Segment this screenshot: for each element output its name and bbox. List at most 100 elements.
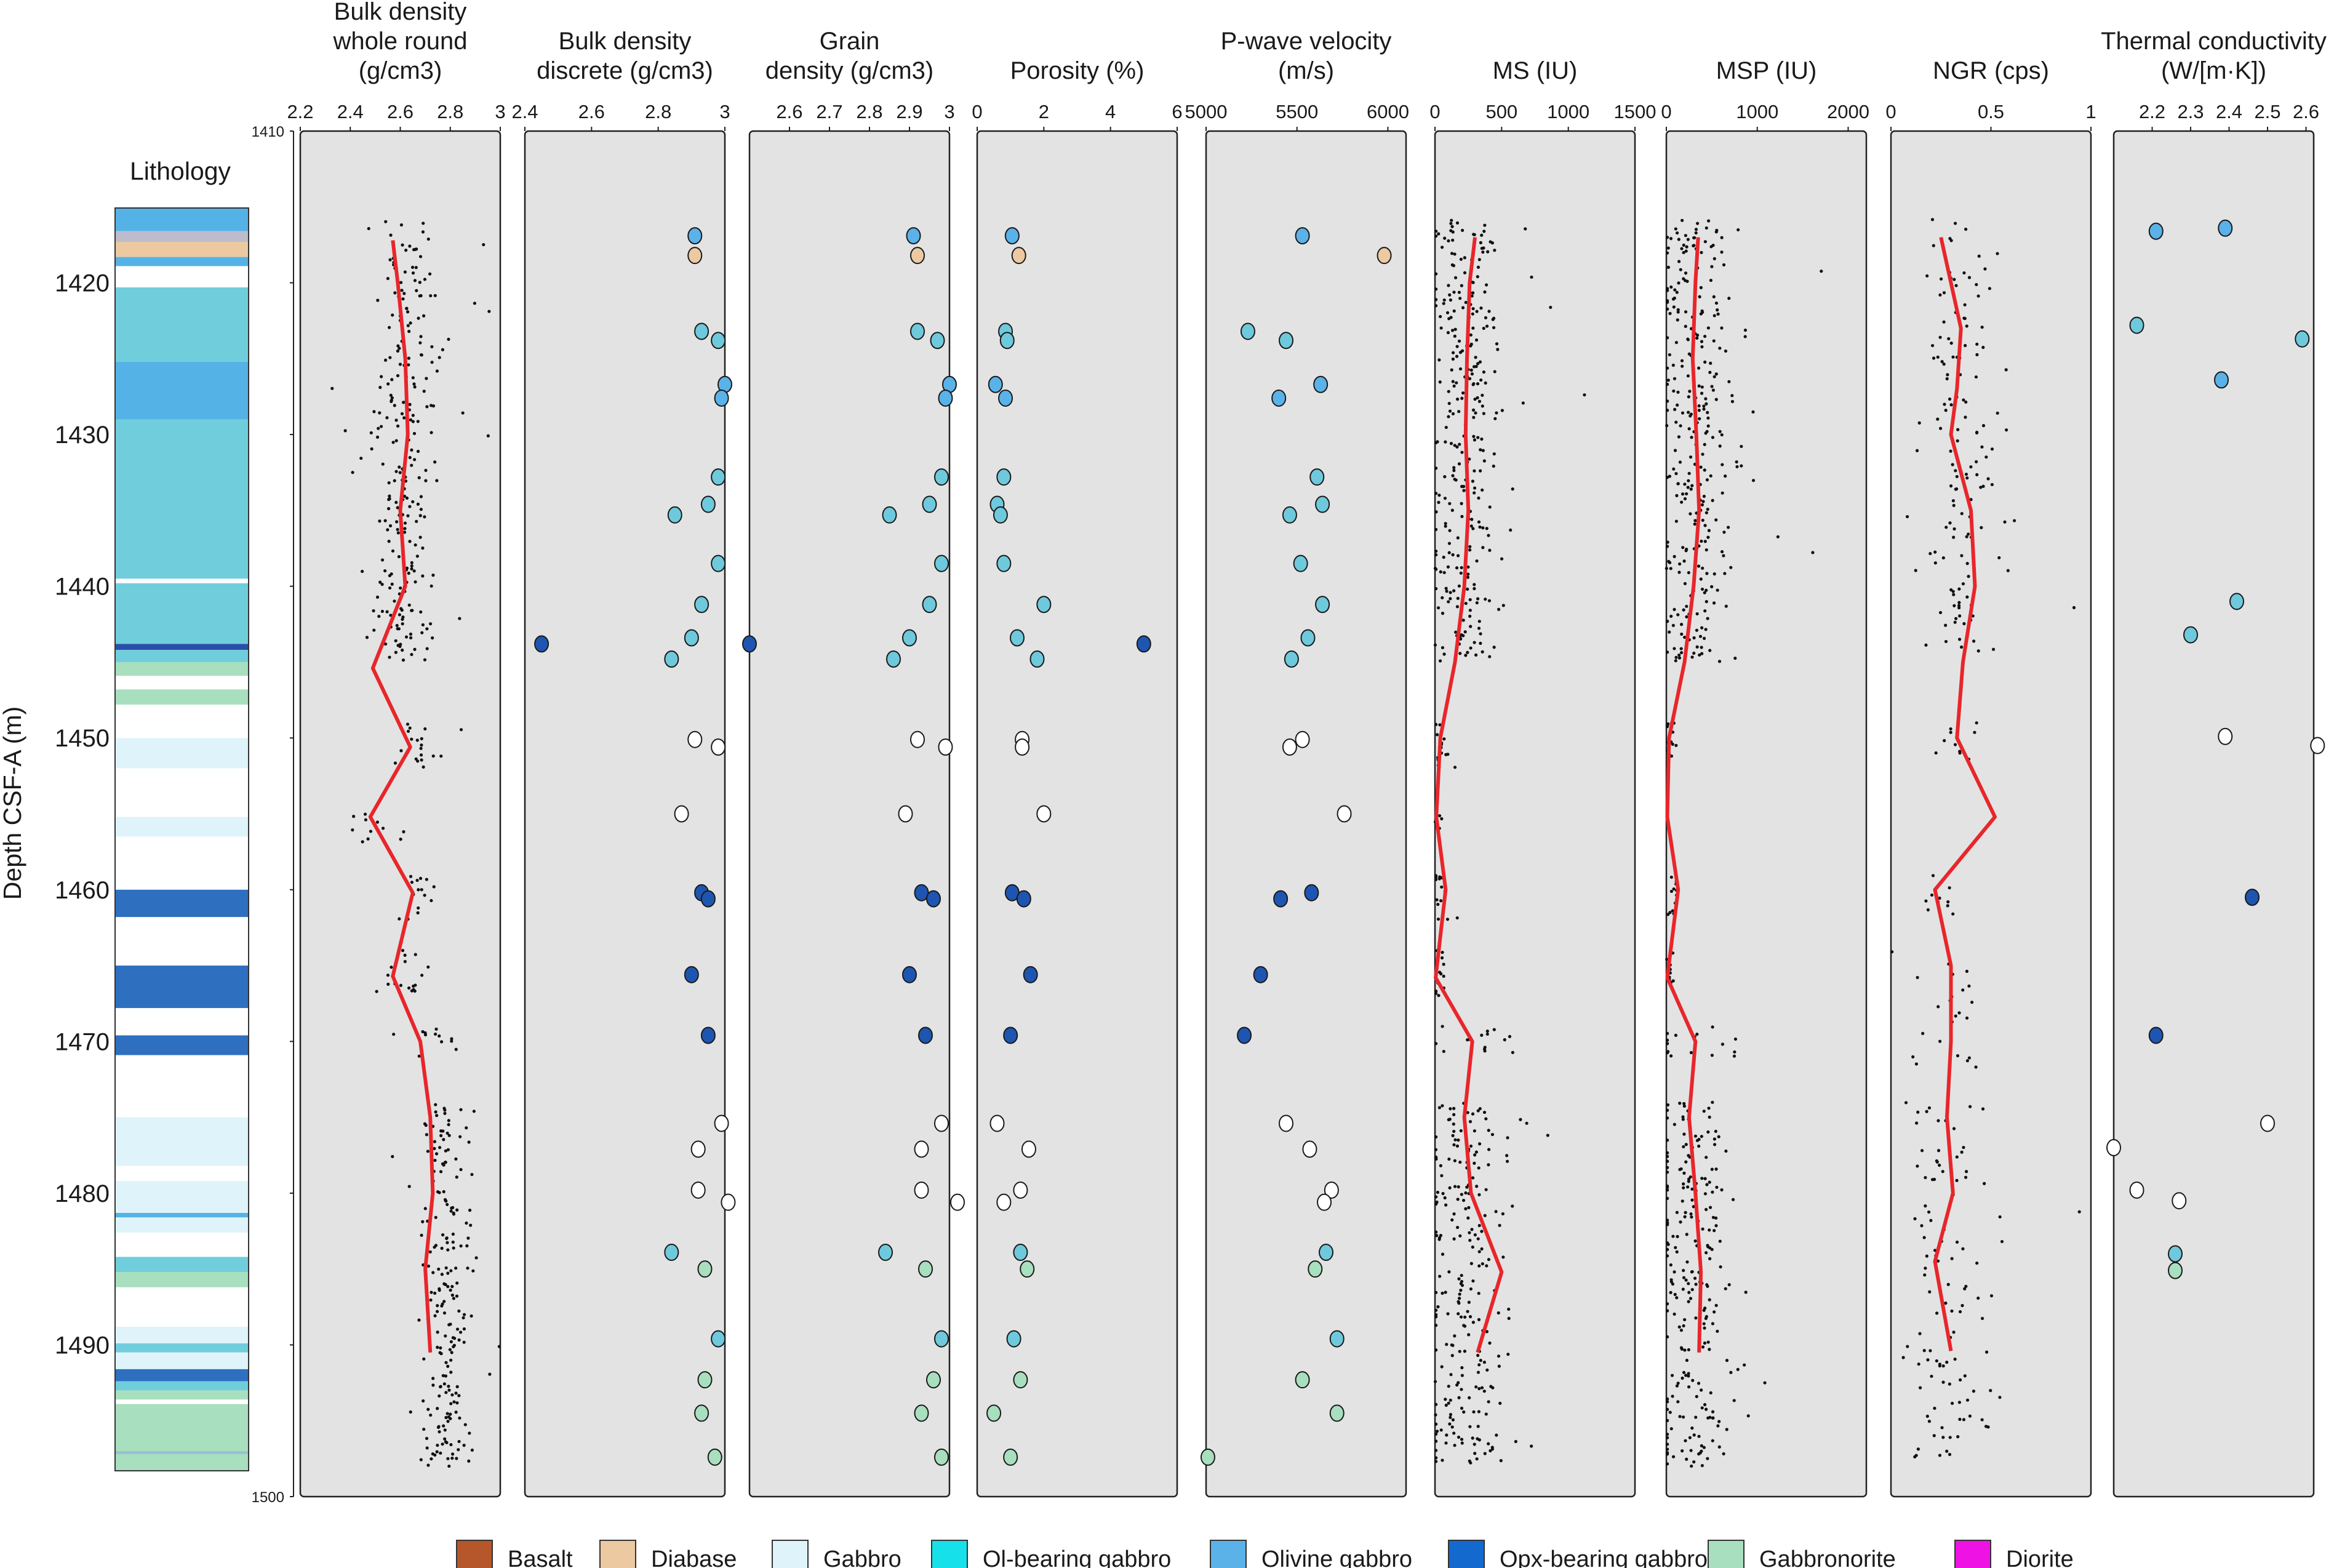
- core-dot: [1920, 1149, 1924, 1153]
- core-dot: [1998, 1396, 2002, 1399]
- core-dot: [1665, 424, 1669, 428]
- core-dot: [418, 341, 422, 345]
- core-dot: [459, 1167, 463, 1172]
- core-dot: [1924, 1204, 1927, 1208]
- core-dot: [1467, 1300, 1471, 1304]
- core-dot: [1675, 494, 1679, 497]
- core-dot: [433, 1453, 437, 1457]
- x-tick-label: 2.4: [2216, 101, 2242, 122]
- core-dot: [1918, 1386, 1922, 1390]
- core-dot: [1682, 1324, 1685, 1328]
- core-dot: [1711, 1410, 1715, 1414]
- core-dot: [1666, 540, 1669, 544]
- core-dot: [1669, 285, 1673, 289]
- core-dot: [399, 281, 403, 284]
- core-dot: [1716, 588, 1719, 592]
- core-dot: [1706, 1457, 1709, 1460]
- core-dot: [1445, 1433, 1449, 1437]
- core-dot: [1700, 345, 1704, 349]
- core-dot: [1666, 1397, 1669, 1401]
- sample-point: [1003, 1448, 1018, 1466]
- core-dot: [435, 1114, 439, 1118]
- core-dot: [446, 1241, 449, 1244]
- core-dot: [1706, 535, 1710, 539]
- x-tick-label: 2.2: [287, 101, 313, 122]
- core-dot: [1471, 1176, 1475, 1180]
- core-dot: [1675, 231, 1679, 235]
- core-dot: [1713, 1229, 1716, 1233]
- core-dot: [1683, 482, 1687, 486]
- core-dot: [1942, 362, 1946, 366]
- core-dot: [1943, 402, 1946, 406]
- core-dot: [1450, 508, 1454, 512]
- core-dot: [1953, 620, 1957, 624]
- core-dot: [401, 622, 404, 626]
- core-dot: [1708, 1115, 1711, 1119]
- core-dot: [1686, 1185, 1690, 1189]
- sample-point: [926, 890, 941, 908]
- core-dot: [1676, 308, 1680, 311]
- core-dot: [1964, 227, 1968, 231]
- sample-point: [2218, 727, 2233, 745]
- core-dot: [1481, 393, 1484, 397]
- core-dot: [447, 337, 450, 341]
- core-dot: [1952, 503, 1956, 507]
- core-dot: [1460, 1406, 1464, 1410]
- core-dot: [1712, 601, 1716, 605]
- core-dot: [1477, 626, 1481, 630]
- core-dot: [1705, 1183, 1709, 1186]
- core-dot: [402, 530, 407, 534]
- core-dot: [1435, 1200, 1439, 1204]
- core-dot: [1928, 1349, 1932, 1353]
- core-dot: [1727, 297, 1731, 300]
- core-dot: [1439, 326, 1443, 330]
- core-dot: [1690, 1198, 1694, 1202]
- legend-swatch: [931, 1540, 968, 1568]
- core-dot: [1776, 535, 1780, 538]
- core-dot: [390, 582, 394, 586]
- core-dot: [1689, 1449, 1693, 1452]
- core-dot: [1980, 445, 1984, 449]
- core-dot: [1684, 271, 1688, 275]
- core-dot: [1506, 1136, 1509, 1140]
- core-dot: [425, 1436, 429, 1441]
- x-tick-label: 1: [2085, 101, 2096, 122]
- core-dot: [1679, 650, 1684, 655]
- core-dot: [1942, 320, 1946, 324]
- core-dot: [1487, 1148, 1491, 1151]
- sample-point: [1013, 1244, 1028, 1262]
- core-dot: [1473, 1452, 1477, 1455]
- core-dot: [1434, 1148, 1438, 1151]
- core-dot: [1952, 527, 1956, 531]
- core-dot: [1494, 1210, 1498, 1214]
- core-dot: [422, 390, 426, 393]
- core-dot: [439, 754, 443, 758]
- core-dot: [1458, 442, 1461, 446]
- core-dot: [444, 1161, 447, 1164]
- core-dot: [1434, 1348, 1438, 1352]
- core-dot: [1443, 475, 1447, 479]
- core-dot: [1484, 316, 1488, 319]
- core-dot: [433, 1314, 437, 1318]
- core-dot: [1449, 222, 1453, 225]
- sample-point: [930, 332, 945, 350]
- core-dot: [1690, 1215, 1693, 1219]
- core-dot: [394, 418, 398, 422]
- core-dot: [1471, 312, 1474, 316]
- core-dot: [1922, 1236, 1926, 1239]
- core-dot: [379, 425, 383, 428]
- core-dot: [1724, 1149, 1728, 1153]
- core-dot: [396, 344, 400, 348]
- core-dot: [450, 1351, 454, 1354]
- core-dot: [420, 743, 423, 747]
- log-panel: MSP (IU)0 1000 2000: [1661, 57, 1869, 1498]
- legend-item: Diorite: [1954, 1540, 2074, 1568]
- core-dot: [1711, 1215, 1716, 1219]
- core-dot: [1448, 293, 1452, 297]
- core-dot: [386, 982, 390, 986]
- core-dot: [1730, 394, 1734, 398]
- core-dot: [1452, 589, 1456, 593]
- core-dot: [1674, 420, 1678, 424]
